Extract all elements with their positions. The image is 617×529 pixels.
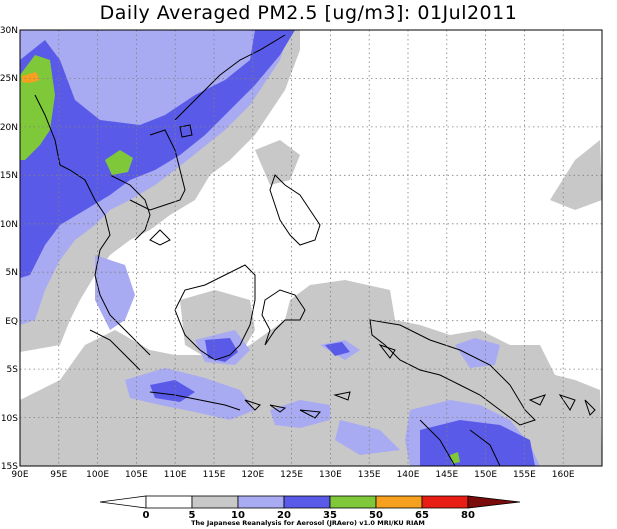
lon-label: 130E [319, 470, 342, 480]
colorbar-swatch [467, 495, 521, 509]
lat-label: 10S [1, 414, 18, 424]
pm-band-20-35 [20, 30, 295, 278]
colorbar-labels: 0 5 10 20 35 50 65 80 [143, 510, 475, 521]
credit-text: The Japanese Reanalysis for Aerosol (JRA… [191, 519, 425, 527]
colorbar-swatch [283, 495, 331, 509]
pm-band-5-10 [255, 140, 300, 185]
colorbar-label: 50 [369, 510, 383, 521]
colorbar-swatch [191, 495, 239, 509]
colorbar-swatch [99, 495, 147, 509]
colorbar-label: 80 [461, 510, 475, 521]
pm-band-10-20 [335, 420, 400, 455]
lon-label: 160E [552, 470, 575, 480]
pm-band-10-20 [40, 30, 150, 75]
lat-label: 10N [0, 220, 18, 230]
colorbar-label: 65 [415, 510, 429, 521]
lat-label: 15N [0, 171, 18, 181]
lat-label: 30N [0, 26, 18, 36]
pm-band-10-20 [95, 255, 135, 330]
lon-label: 140E [397, 470, 420, 480]
lat-label: 15S [1, 462, 18, 472]
pm-band-20-35 [205, 338, 238, 362]
pm-band-10-20 [270, 400, 330, 428]
colorbar-swatch [329, 495, 377, 509]
lon-label: 125E [280, 470, 303, 480]
lat-label: 20N [0, 123, 18, 133]
lon-label: 115E [203, 470, 226, 480]
concentration-field [20, 30, 602, 466]
map-frame [19, 29, 603, 467]
colorbar-label: 20 [277, 510, 291, 521]
pm-band-35-50 [105, 150, 133, 175]
coastlines [34, 34, 596, 466]
lon-label: 155E [513, 470, 536, 480]
map-title: Daily Averaged PM2.5 [ug/m3]: 01Jul2011 [99, 2, 518, 24]
pm-band-10-20 [455, 338, 500, 368]
lat-label: EQ [5, 317, 18, 327]
lon-label: 145E [435, 470, 458, 480]
pm-band-50-65 [22, 72, 40, 83]
colorbar-label: 10 [231, 510, 245, 521]
pm-band-20-35 [325, 342, 350, 356]
colorbar-swatch [237, 495, 285, 509]
lat-label: 25N [0, 74, 18, 84]
colorbar-swatch [145, 495, 193, 509]
lat-label: 5S [7, 365, 19, 375]
lon-label: 105E [125, 470, 148, 480]
lon-label: 135E [358, 470, 381, 480]
colorbar-label: 35 [323, 510, 337, 521]
longitude-labels: 90E 95E 100E 105E 110E 115E 120E 125E 13… [11, 470, 575, 480]
lon-label: 95E [50, 470, 67, 480]
lon-label: 90E [11, 470, 28, 480]
lon-label: 120E [241, 470, 264, 480]
gridlines [20, 30, 602, 466]
colorbar-label: 5 [189, 510, 196, 521]
lon-label: 150E [474, 470, 497, 480]
colorbar-swatch [421, 495, 469, 509]
latitude-labels: 30N 25N 20N 15N 10N 5N EQ 5S 10S 15S [0, 26, 18, 472]
colorbar [99, 495, 521, 509]
lat-label: 5N [6, 268, 18, 278]
lon-label: 110E [164, 470, 187, 480]
colorbar-swatch [375, 495, 423, 509]
lon-label: 100E [86, 470, 109, 480]
colorbar-label: 0 [143, 510, 150, 521]
